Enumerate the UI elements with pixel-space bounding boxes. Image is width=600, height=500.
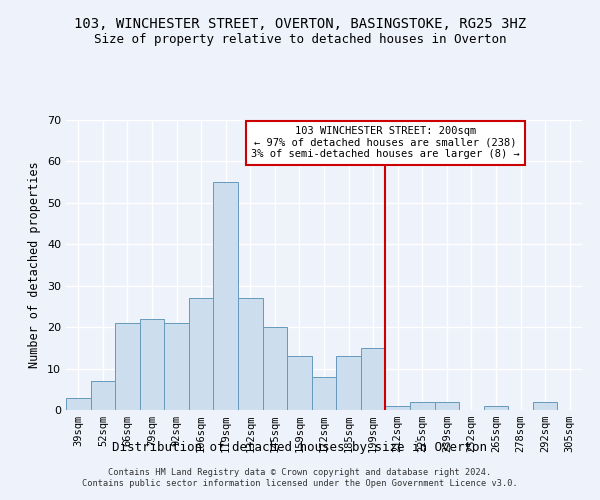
Bar: [287, 356, 312, 410]
Bar: [410, 402, 434, 410]
Bar: [361, 348, 385, 410]
Bar: [484, 406, 508, 410]
Bar: [140, 319, 164, 410]
Bar: [66, 398, 91, 410]
Text: 103, WINCHESTER STREET, OVERTON, BASINGSTOKE, RG25 3HZ: 103, WINCHESTER STREET, OVERTON, BASINGS…: [74, 18, 526, 32]
Text: Distribution of detached houses by size in Overton: Distribution of detached houses by size …: [113, 441, 487, 454]
Bar: [336, 356, 361, 410]
Bar: [312, 377, 336, 410]
Bar: [385, 406, 410, 410]
Text: Size of property relative to detached houses in Overton: Size of property relative to detached ho…: [94, 32, 506, 46]
Text: Contains HM Land Registry data © Crown copyright and database right 2024.
Contai: Contains HM Land Registry data © Crown c…: [82, 468, 518, 487]
Bar: [164, 323, 189, 410]
Bar: [214, 182, 238, 410]
Y-axis label: Number of detached properties: Number of detached properties: [28, 162, 41, 368]
Bar: [115, 323, 140, 410]
Bar: [434, 402, 459, 410]
Bar: [533, 402, 557, 410]
Bar: [189, 298, 214, 410]
Text: 103 WINCHESTER STREET: 200sqm
← 97% of detached houses are smaller (238)
3% of s: 103 WINCHESTER STREET: 200sqm ← 97% of d…: [251, 126, 520, 160]
Bar: [91, 381, 115, 410]
Bar: [263, 327, 287, 410]
Bar: [238, 298, 263, 410]
